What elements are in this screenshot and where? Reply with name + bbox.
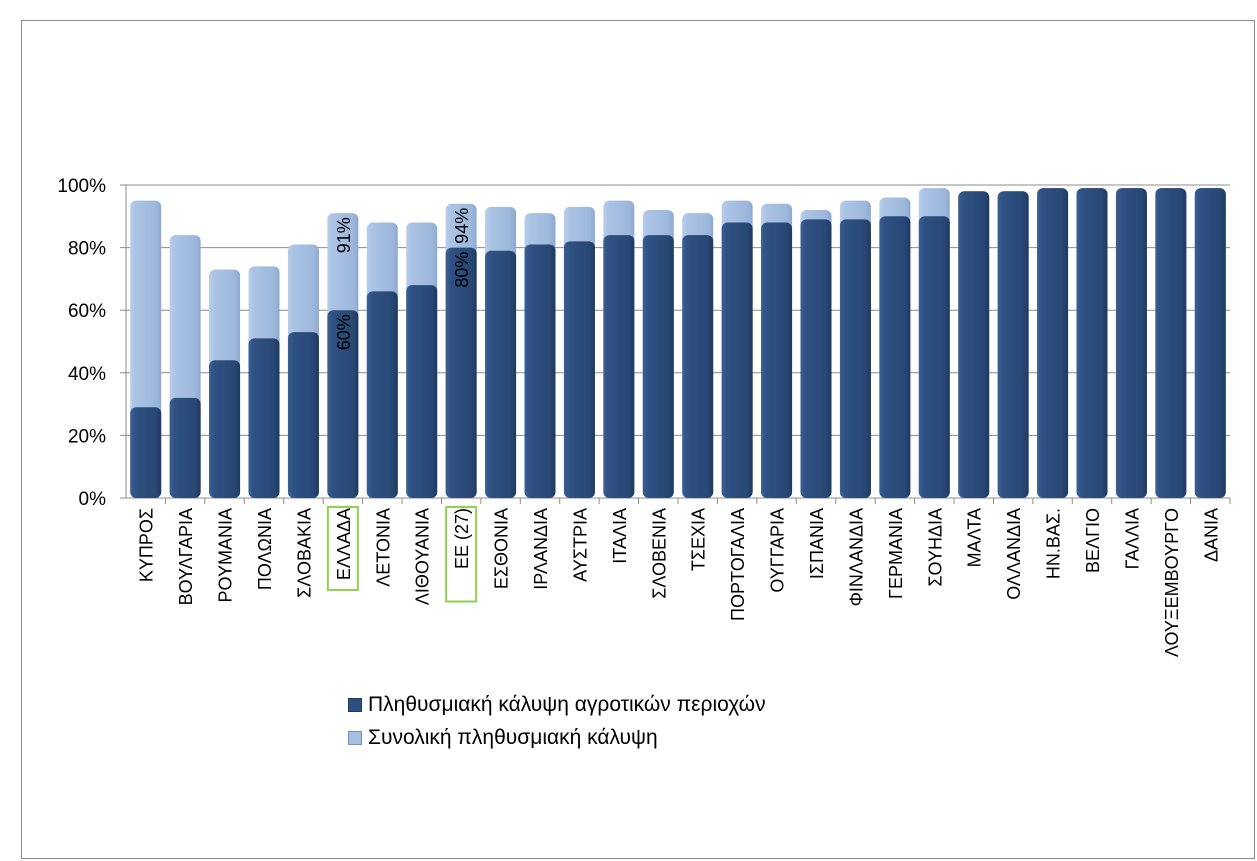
category-highlight-box xyxy=(445,506,478,603)
bar-rural xyxy=(524,244,556,498)
bars xyxy=(130,188,1226,499)
x-tick-label: ΙΡΛΑΝΔΙΑ xyxy=(531,508,551,590)
bar-rural xyxy=(682,235,714,498)
bar-rural xyxy=(1155,188,1187,498)
x-tick-label: ΡΟΥΜΑΝΙΑ xyxy=(216,508,236,602)
x-tick-label: ΚΥΠΡΟΣ xyxy=(137,508,157,582)
bar-rural xyxy=(406,285,438,498)
bar-rural xyxy=(485,250,517,498)
y-tick-label: 60% xyxy=(68,301,106,322)
legend-swatch-rural xyxy=(348,697,362,712)
x-tick-label: ΒΟΥΛΓΑΡΙΑ xyxy=(176,508,196,605)
x-tick-label: ΦΙΝΛΑΝΔΙΑ xyxy=(846,508,866,606)
x-tick-label: ΛΙΘΟΥΑΝΙΑ xyxy=(413,508,433,605)
x-tick-label: ΠΟΡΤΟΓΑΛΙΑ xyxy=(728,508,748,621)
x-tick-label: ΙΤΑΛΙΑ xyxy=(610,508,630,564)
category-highlight-box xyxy=(326,506,359,591)
bar-rural xyxy=(248,338,280,498)
bar-rural xyxy=(997,191,1029,498)
y-tick-label: 80% xyxy=(68,239,106,260)
bar-rural xyxy=(1076,188,1108,498)
bar-rural xyxy=(169,397,201,498)
labels: ΚΥΠΡΟΣ ΒΟΥΛΓΑΡΙΑ ΡΟΥΜΑΝΙΑ ΠΟΛΩΝΙΑ ΣΛΟΒΑΚΙΑ ΕΛ… xyxy=(137,208,1222,657)
bar-rural xyxy=(642,235,674,498)
bar-rural xyxy=(879,216,911,499)
x-tick-label: ΙΣΠΑΝΙΑ xyxy=(807,508,827,579)
x-tick-label: ΕΕ (27) xyxy=(452,508,472,569)
x-tick-label: ΣΟΥΗΔΙΑ xyxy=(925,508,945,587)
bar-rural xyxy=(761,222,793,498)
bar-rural xyxy=(958,191,990,498)
x-tick-label: ΓΑΛΛΙΑ xyxy=(1122,508,1142,569)
x-tick-label: ΕΛΛΑΔΑ xyxy=(334,508,354,580)
bar-rural xyxy=(366,291,398,498)
x-tick-label: ΒΕΛΓΙΟ xyxy=(1083,508,1103,573)
x-tick-label: ΤΣΕΧΙΑ xyxy=(689,508,709,571)
legend-label-total: Συνολική πληθυσμιακή κάλυψη xyxy=(368,725,658,749)
legend: Πληθυσμιακή κάλυψη αγροτικών περιοχών Συ… xyxy=(348,688,766,754)
bar-rural xyxy=(918,216,950,499)
x-tick-label: ΔΑΝΙΑ xyxy=(1201,508,1221,562)
x-tick-label: ΛΟΥΞΕΜΒΟΥΡΓΟ xyxy=(1162,508,1182,657)
legend-swatch-total xyxy=(348,730,362,745)
bar-rural xyxy=(1194,188,1226,498)
bar-rural xyxy=(800,219,832,498)
data-label: 60% xyxy=(334,314,354,350)
data-label: 94% xyxy=(452,208,472,244)
data-label: 91% xyxy=(334,217,354,253)
data-label: 80% xyxy=(452,252,472,288)
y-tick-label: 20% xyxy=(68,426,106,447)
bar-rural xyxy=(1115,188,1147,498)
bar-rural xyxy=(721,222,753,498)
x-tick-label: ΗΝ.ΒΑΣ. xyxy=(1044,508,1064,579)
bar-rural xyxy=(603,235,635,498)
legend-item-rural: Πληθυσμιακή κάλυψη αγροτικών περιοχών xyxy=(348,688,766,721)
y-tick-label: 100% xyxy=(57,176,106,197)
x-tick-label: ΕΣΘΟΝΙΑ xyxy=(492,508,512,589)
y-tick-label: 40% xyxy=(68,364,106,385)
x-tick-label: ΣΛΟΒΑΚΙΑ xyxy=(294,508,314,598)
x-tick-label: ΟΥΓΓΑΡΙΑ xyxy=(768,508,788,593)
legend-label-rural: Πληθυσμιακή κάλυψη αγροτικών περιοχών xyxy=(368,692,766,716)
x-tick-label: ΣΛΟΒΕΝΙΑ xyxy=(649,508,669,599)
bar-rural xyxy=(287,332,319,498)
y-tick-label: 0% xyxy=(79,489,107,510)
bar-rural xyxy=(209,360,241,498)
bar-rural xyxy=(563,241,595,498)
legend-item-total: Συνολική πληθυσμιακή κάλυψη xyxy=(348,721,766,754)
bar-rural xyxy=(839,219,871,498)
x-tick-label: ΓΕΡΜΑΝΙΑ xyxy=(886,508,906,599)
x-tick-label: ΑΥΣΤΡΙΑ xyxy=(570,508,590,582)
bar-rural xyxy=(1037,188,1069,498)
chart-frame xyxy=(21,20,1255,859)
bar-rural xyxy=(327,310,359,498)
x-tick-label: ΟΛΛΑΝΔΙΑ xyxy=(1004,508,1024,600)
x-tick-label: ΛΕΤΟΝΙΑ xyxy=(373,508,393,587)
x-tick-label: ΠΟΛΩΝΙΑ xyxy=(255,508,275,590)
bar-rural xyxy=(130,407,162,498)
bar-rural xyxy=(445,247,477,498)
x-tick-label: ΜΑΛΤΑ xyxy=(965,508,985,567)
